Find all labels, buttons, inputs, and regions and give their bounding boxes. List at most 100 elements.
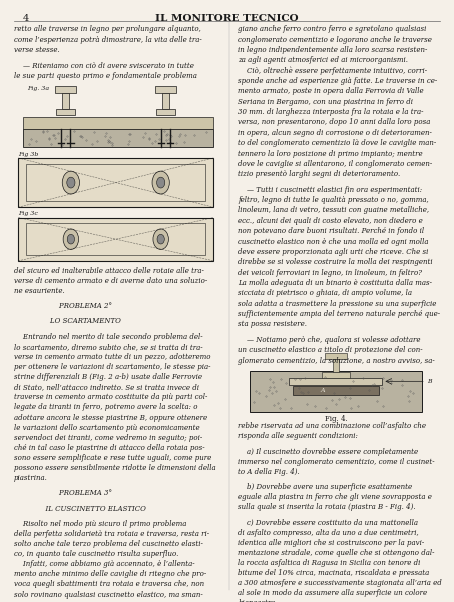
Text: identica alle migliori che si costruiscono per la pavi-: identica alle migliori che si costruisco…: [238, 539, 424, 547]
Text: le sue parti questo primo e fondamentale problema: le sue parti questo primo e fondamentale…: [14, 72, 197, 80]
Bar: [156, 110, 175, 114]
Text: za agli agenti atmosferici ed ai microorganismi.: za agli agenti atmosferici ed ai microor…: [238, 57, 408, 64]
Text: co, in quanto tale cuscinetto risulta superfluo.: co, in quanto tale cuscinetto risulta su…: [14, 550, 178, 558]
Text: Fig 3b: Fig 3b: [18, 152, 39, 157]
Circle shape: [62, 171, 79, 194]
Text: linoleum, lana di vetro, tessuti con guaine metalliche,: linoleum, lana di vetro, tessuti con gua…: [238, 206, 429, 214]
Text: sponde anche ad esperienze già fatte. Le traverse in ce-: sponde anche ad esperienze già fatte. Le…: [238, 77, 438, 85]
Text: a 300 atmosfere e successivamente stagionata all’aria ed: a 300 atmosfere e successivamente stagio…: [238, 579, 442, 587]
Text: di asfalto compresso, alta da uno a due centimetri,: di asfalto compresso, alta da uno a due …: [238, 529, 419, 536]
Text: A: A: [321, 388, 325, 393]
Bar: [250, 371, 422, 412]
Bar: [293, 386, 379, 394]
Text: sulla quale si inserita la rotaia (piastra B - Fig. 4).: sulla quale si inserita la rotaia (piast…: [238, 503, 416, 511]
Text: in legno indipendentemente alla loro scarsa resisten-: in legno indipendentemente alla loro sca…: [238, 46, 428, 54]
Text: LO SCARTAMENTO: LO SCARTAMENTO: [14, 317, 120, 326]
Text: tizio presentò larghi segni di deterioramento.: tizio presentò larghi segni di deteriora…: [238, 170, 400, 178]
Circle shape: [63, 229, 79, 249]
Text: feltro, legno di tutte le qualità pressato o no, gomma,: feltro, legno di tutte le qualità pressa…: [238, 196, 429, 204]
Text: giano anche ferro contro ferro e sgretolano qualsiasi: giano anche ferro contro ferro e sgretol…: [238, 25, 427, 33]
Bar: [18, 217, 213, 261]
Text: sicciata di pietrisco o ghiaia, di ampio volume, la: sicciata di pietrisco o ghiaia, di ampio…: [238, 290, 412, 297]
Bar: [322, 372, 350, 377]
Text: mento anche minimo delle caviglie di ritegno che pro-: mento anche minimo delle caviglie di rit…: [14, 570, 206, 579]
Bar: [162, 93, 169, 110]
Text: to A della Fig. 4).: to A della Fig. 4).: [238, 468, 300, 476]
Bar: [333, 359, 339, 372]
Text: risponda alle seguenti condizioni:: risponda alle seguenti condizioni:: [238, 432, 358, 441]
Text: di Stato, nell’attacco indiretto. Se si tratta invece di: di Stato, nell’attacco indiretto. Se si …: [14, 383, 198, 391]
Text: 30 mm. di larghezza interposta fra la rotaia e la tra-: 30 mm. di larghezza interposta fra la ro…: [238, 108, 424, 116]
Circle shape: [157, 234, 164, 244]
Text: rebbe riservata ad una combinazione coll’asfalto che: rebbe riservata ad una combinazione coll…: [238, 423, 426, 430]
Text: direbbe se si volesse costruire la molla dei respingenti: direbbe se si volesse costruire la molla…: [238, 258, 433, 266]
Text: biancastro.: biancastro.: [238, 600, 278, 602]
Text: IL MONITORE TECNICO: IL MONITORE TECNICO: [155, 14, 299, 23]
Text: bitume del 10% circa, macinata, riscaldata e pressata: bitume del 10% circa, macinata, riscalda…: [238, 569, 429, 577]
Text: verse in cemento armato tutte di un pezzo, adotteremo: verse in cemento armato tutte di un pezz…: [14, 353, 210, 361]
Text: come l’esperienza potrà dimostrare, la vita delle tra-: come l’esperienza potrà dimostrare, la v…: [14, 36, 202, 43]
Text: sufficientemente ampia del terreno naturale perché que-: sufficientemente ampia del terreno natur…: [238, 310, 440, 318]
Circle shape: [67, 177, 75, 188]
Text: B: B: [427, 379, 431, 384]
Circle shape: [152, 171, 169, 194]
Text: b) Dovrebbe avere una superficie esattamente: b) Dovrebbe avere una superficie esattam…: [238, 483, 413, 491]
Circle shape: [157, 177, 165, 188]
Text: al sole in modo da assumere alla superficie un colore: al sole in modo da assumere alla superfi…: [238, 589, 428, 597]
Text: a) Il cuscinetto dovrebbe essere completamente: a) Il cuscinetto dovrebbe essere complet…: [238, 448, 419, 456]
Text: legate da tiranti in ferro, potremo avere la scelta: o: legate da tiranti in ferro, potremo aver…: [14, 403, 197, 411]
Text: della perfetta solidarietà tra rotaia e traversa, resta ri-: della perfetta solidarietà tra rotaia e …: [14, 530, 209, 538]
Text: — Tutti i cuscinetti elastici fin ora esperimentati:: — Tutti i cuscinetti elastici fin ora es…: [238, 186, 423, 194]
Text: in opera, alcun segno di corrosione o di deterioramen-: in opera, alcun segno di corrosione o di…: [238, 129, 432, 137]
Bar: [62, 93, 69, 110]
Text: La molla adeguata di un binario è costituita dalla mas-: La molla adeguata di un binario è costit…: [238, 279, 432, 287]
Text: — Riteniamo con ciò di avere sviscerato in tutte: — Riteniamo con ciò di avere sviscerato …: [14, 61, 193, 69]
Text: ecc., alcuni dei quali di costo elevato, non diedero e: ecc., alcuni dei quali di costo elevato,…: [238, 217, 423, 225]
Text: — Notiamo però che, qualora si volesse adottare: — Notiamo però che, qualora si volesse a…: [238, 336, 421, 344]
Bar: [23, 117, 213, 129]
Text: dove le caviglie si allentarono, il conglomerato cemen-: dove le caviglie si allentarono, il cong…: [238, 160, 433, 168]
Text: lo scartamento, diremo subito che, se si tratta di tra-: lo scartamento, diremo subito che, se si…: [14, 343, 202, 351]
Text: solto anche tale terzo problema del cuscinetto elasti-: solto anche tale terzo problema del cusc…: [14, 540, 202, 548]
Bar: [26, 164, 205, 201]
Text: dei veicoli ferroviari in legno, in linoleum, in feltro?: dei veicoli ferroviari in legno, in lino…: [238, 268, 422, 276]
Bar: [23, 129, 213, 147]
Text: IL CUSCINETTO ELASTICO: IL CUSCINETTO ELASTICO: [14, 504, 145, 512]
Text: servendoci dei tiranti, come vedremo in seguito; poi-: servendoci dei tiranti, come vedremo in …: [14, 433, 202, 442]
Text: PROBLEMA 3°: PROBLEMA 3°: [14, 489, 112, 497]
Bar: [26, 223, 205, 255]
Text: c) Dovrebbe essere costituito da una mattonella: c) Dovrebbe essere costituito da una mat…: [238, 518, 418, 526]
Text: un cuscinetto elastico a titolo di protezione del con-: un cuscinetto elastico a titolo di prote…: [238, 346, 423, 354]
Text: mentazione stradale, come quelle che si ottengono dal-: mentazione stradale, come quelle che si …: [238, 549, 435, 557]
Text: sta possa resistere.: sta possa resistere.: [238, 320, 307, 328]
Text: cuscinetto elastico non è che una molla ed ogni molla: cuscinetto elastico non è che una molla …: [238, 238, 429, 246]
Text: strine differenziali B (Fig. 2 a-b) usate dalle Ferrovie: strine differenziali B (Fig. 2 a-b) usat…: [14, 373, 202, 381]
Text: non potevano dare buoni risultati. Perché in fondo il: non potevano dare buoni risultati. Perch…: [238, 227, 424, 235]
Text: eguale alla piastra in ferro che gli viene sovrapposta e: eguale alla piastra in ferro che gli vie…: [238, 493, 432, 501]
Text: solo rovinano qualsiasi cuscinetto elastico, ma sman-: solo rovinano qualsiasi cuscinetto elast…: [14, 591, 202, 598]
Text: immerso nel conglomerato cementizio, come il cusinet-: immerso nel conglomerato cementizio, com…: [238, 458, 435, 466]
Text: la roccia asfaltica di Ragusa in Sicilia con tenore di: la roccia asfaltica di Ragusa in Sicilia…: [238, 559, 421, 567]
Text: possono essere sensibilmente ridotte le dimensioni della: possono essere sensibilmente ridotte le …: [14, 464, 215, 472]
Text: deve essere proporzionata agli urti che riceve. Che si: deve essere proporzionata agli urti che …: [238, 248, 429, 256]
Circle shape: [153, 229, 168, 249]
Bar: [290, 377, 383, 385]
Text: verse di cemento armato e di averne dato una soluzio-: verse di cemento armato e di averne dato…: [14, 277, 207, 285]
Text: adottare ancora le stesse piastrine B, oppure ottenere: adottare ancora le stesse piastrine B, o…: [14, 414, 207, 421]
Circle shape: [67, 234, 74, 244]
Text: Entrando nel merito di tale secondo problema del-: Entrando nel merito di tale secondo prob…: [14, 333, 202, 341]
Text: 4: 4: [23, 14, 29, 23]
Text: piastrina.: piastrina.: [14, 474, 48, 482]
Text: ché in tal caso le piastrine di attacco della rotaia pos-: ché in tal caso le piastrine di attacco …: [14, 444, 204, 452]
Bar: [18, 158, 213, 207]
Text: ne esauriente.: ne esauriente.: [14, 287, 64, 295]
Text: per ottenere le variazioni di scartamento, le stesse pia-: per ottenere le variazioni di scartament…: [14, 363, 210, 371]
Text: traverse in cemento armato costituite da più parti col-: traverse in cemento armato costituite da…: [14, 393, 207, 402]
Text: mento armato, poste in opera dalla Ferrovia di Valle: mento armato, poste in opera dalla Ferro…: [238, 87, 424, 95]
Text: Fig. 3a: Fig. 3a: [27, 86, 49, 91]
Text: del sicuro ed inalterabile attacco delle rotaie alle tra-: del sicuro ed inalterabile attacco delle…: [14, 267, 203, 275]
Bar: [155, 87, 176, 93]
Text: sola adatta a trasmettere la pressione su una superficie: sola adatta a trasmettere la pressione s…: [238, 300, 437, 308]
Text: to del conglomerato cementizio là dove le caviglie man-: to del conglomerato cementizio là dove l…: [238, 139, 437, 147]
Text: Risolto nel modo più sicuro il primo problema: Risolto nel modo più sicuro il primo pro…: [14, 520, 186, 528]
